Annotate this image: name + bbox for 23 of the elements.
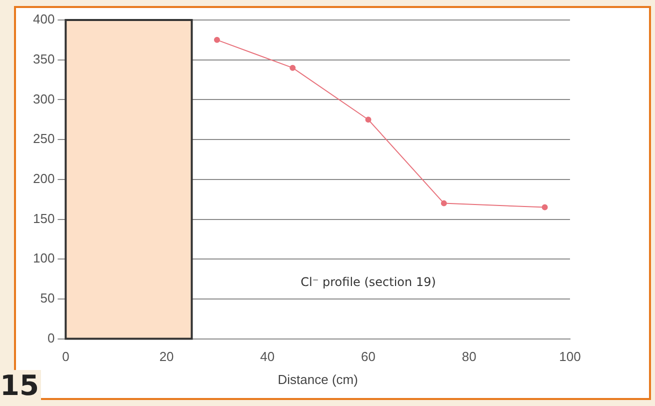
x-tick-label: 80 — [462, 349, 476, 364]
point — [214, 36, 220, 43]
y-tick-label: 400 — [32, 12, 55, 27]
y-tick-label: 250 — [32, 131, 55, 146]
y-tick-label: 50 — [40, 290, 55, 306]
text: 15 — [0, 369, 41, 402]
x-axis-title: Distance (cm) — [278, 372, 358, 387]
x-tick-label: 40 — [260, 349, 275, 364]
point — [542, 204, 548, 210]
y-tick-label: 0 — [47, 330, 55, 346]
x-tick-label: 100 — [559, 349, 581, 364]
y-tick-label: 200 — [32, 170, 55, 186]
point — [440, 200, 447, 206]
y-tick-label: 350 — [32, 51, 55, 66]
y-tick-label: 150 — [32, 210, 55, 226]
x-tick-label: 20 — [159, 349, 174, 364]
annotation: Cl⁻ profile (section 19) — [300, 275, 436, 290]
point — [290, 64, 296, 71]
x-tick-label: 60 — [361, 349, 376, 364]
y-tick-label: 300 — [32, 91, 55, 106]
point — [365, 116, 372, 123]
x-tick-label: 0 — [62, 349, 70, 364]
y-tick-label: 100 — [32, 250, 55, 266]
